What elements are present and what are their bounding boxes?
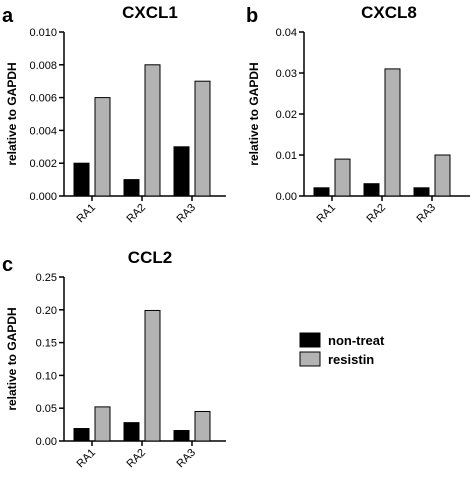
bar-resistin-ra1 — [334, 158, 351, 197]
y-tick-label: 0.02 — [276, 109, 297, 121]
chart-title: CXCL8 — [361, 3, 417, 22]
bar-resistin-ra1 — [94, 406, 111, 442]
y-tick-label: 0.05 — [36, 403, 57, 415]
y-axis-label: relative to GAPDH — [5, 62, 19, 165]
panel-letter: a — [2, 5, 14, 27]
chart-title: CCL2 — [128, 248, 172, 267]
bar-resistin-ra2 — [384, 68, 401, 197]
x-tick-label: RA2 — [124, 202, 148, 226]
y-tick-label: 0.006 — [29, 93, 57, 105]
panel-c: c CCL2 relative to GAPDH 0.00 0.05 0.10 0.15 0.… — [2, 248, 226, 470]
y-axis-label: relative to GAPDH — [247, 62, 261, 165]
y-tick-label: 0.004 — [29, 125, 57, 137]
y-axis-label: relative to GAPDH — [5, 307, 19, 410]
bar-resistin-ra2 — [144, 64, 161, 197]
bar-non-treat-ra1 — [73, 428, 90, 442]
bar-resistin-ra1 — [94, 97, 111, 197]
bar-resistin-ra3 — [194, 80, 211, 197]
y-tick-label: 0.10 — [36, 370, 57, 382]
y-tick-label: 0.04 — [276, 27, 297, 39]
y-tick-label: 0.00 — [36, 436, 57, 448]
y-tick-label: 0.20 — [36, 305, 57, 317]
x-tick-label: RA1 — [74, 202, 98, 226]
bar-non-treat-ra2 — [123, 179, 140, 197]
bar-non-treat-ra3 — [173, 430, 190, 442]
x-tick-label: RA3 — [174, 202, 198, 226]
legend-swatch-non-treat — [299, 332, 321, 348]
bar-resistin-ra2 — [144, 309, 161, 442]
y-tick-label: 0.002 — [29, 158, 57, 170]
legend-swatch-resistin — [299, 351, 321, 367]
x-tick-label: RA1 — [314, 202, 338, 226]
x-tick-label: RA1 — [74, 447, 98, 471]
chart-title: CXCL1 — [122, 3, 178, 22]
y-tick-label: 0.000 — [29, 191, 57, 203]
bar-non-treat-ra1 — [73, 162, 90, 197]
y-tick-label: 0.010 — [29, 27, 57, 39]
legend-label-non-treat: non-treat — [328, 333, 385, 348]
bar-non-treat-ra3 — [173, 146, 190, 197]
bar-non-treat-ra3 — [413, 187, 430, 197]
panel-b: b CXCL8 relative to GAPDH 0.00 0.01 0.02 0.03 0… — [246, 3, 470, 225]
x-tick-label: RA3 — [414, 202, 438, 226]
x-tick-label: RA2 — [364, 202, 388, 226]
x-tick-label: RA2 — [124, 447, 148, 471]
legend-label-resistin: resistin — [328, 352, 374, 367]
panel-a: a CXCL1 relative to GAPDH 0.000 0.002 0.004 0.… — [2, 3, 226, 225]
bar-non-treat-ra2 — [123, 422, 140, 442]
y-tick-label: 0.25 — [36, 272, 57, 284]
x-tick-label: RA3 — [174, 447, 198, 471]
panel-letter: b — [246, 5, 258, 27]
bar-non-treat-ra2 — [363, 183, 380, 197]
y-tick-label: 0.15 — [36, 338, 57, 350]
y-tick-label: 0.008 — [29, 60, 57, 72]
y-tick-label: 0.00 — [276, 191, 297, 203]
bar-resistin-ra3 — [194, 410, 211, 442]
legend: non-treat resistin — [299, 332, 385, 367]
bar-non-treat-ra1 — [313, 187, 330, 197]
bar-resistin-ra3 — [434, 154, 451, 197]
y-tick-label: 0.03 — [276, 68, 297, 80]
panel-letter: c — [2, 254, 13, 276]
y-tick-label: 0.01 — [276, 150, 297, 162]
